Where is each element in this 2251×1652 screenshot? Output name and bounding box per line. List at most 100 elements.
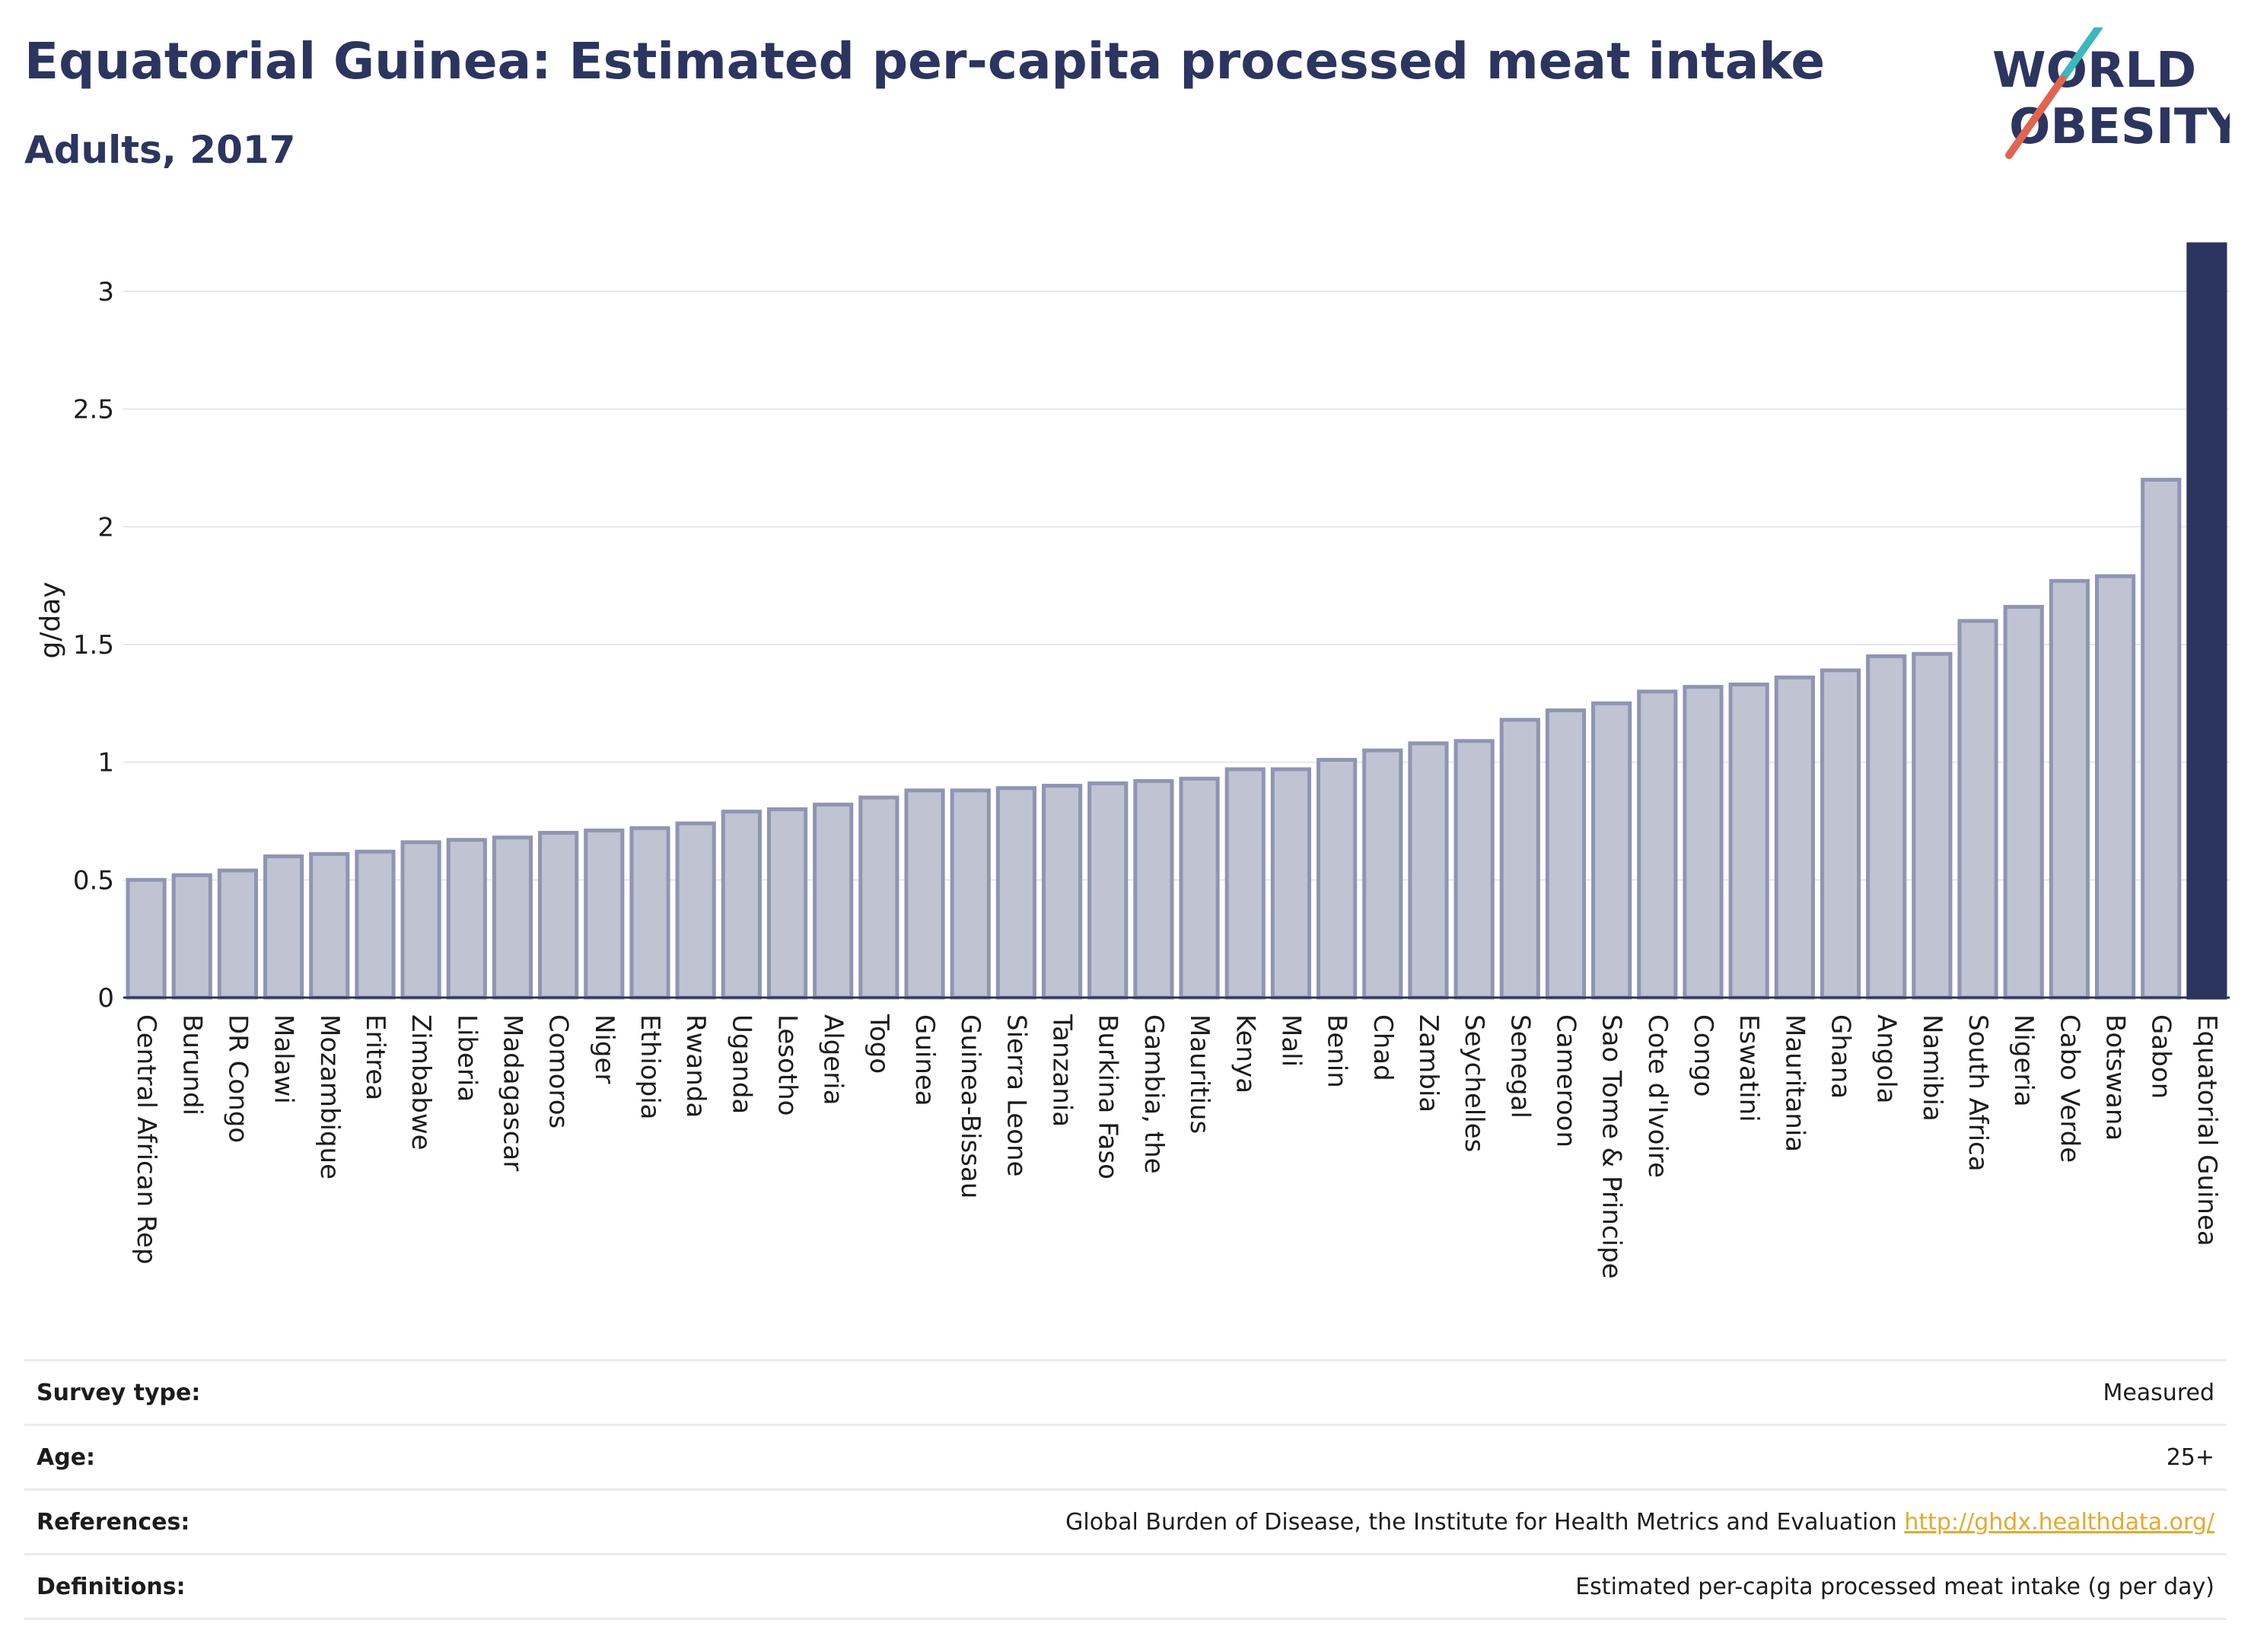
bar <box>1545 708 1587 1000</box>
x-tick-label: Comoros <box>543 1014 574 1128</box>
x-tick-label: Ethiopia <box>635 1014 665 1119</box>
info-label: References: <box>37 1508 190 1536</box>
bar <box>1133 778 1174 1000</box>
x-tick-label: Eswatini <box>1734 1014 1764 1122</box>
bar <box>538 830 579 1000</box>
bar <box>1453 739 1495 1000</box>
bar <box>126 877 167 1000</box>
x-tick-label: Sao Tome & Principe <box>1597 1014 1627 1279</box>
x-tick-label: Ghana <box>1826 1014 1856 1099</box>
y-tick-label: 1.5 <box>73 630 114 660</box>
y-axis-title: g/day <box>35 581 66 658</box>
info-row: Age: 25+ <box>24 1424 2227 1488</box>
bar <box>492 836 533 1000</box>
info-table: Survey type: Measured Age: 25+ References: Gl… <box>24 1359 2227 1620</box>
x-tick-label: Malawi <box>269 1014 299 1104</box>
x-tick-label: Seychelles <box>1459 1014 1489 1152</box>
y-tick-label: 2 <box>97 512 114 543</box>
x-tick-label: Mauritania <box>1779 1014 1810 1152</box>
x-tick-labels: Central African Rep Burundi DR Congo Malawi… <box>131 1014 2222 1279</box>
bar <box>2141 477 2182 1000</box>
bar <box>1270 767 1312 1000</box>
reference-link[interactable]: http://ghdx.healthdata.org/ <box>1904 1508 2214 1536</box>
bar <box>858 795 899 1000</box>
x-tick-label: Liberia <box>451 1014 482 1102</box>
x-tick-label: Madagascar <box>497 1014 527 1171</box>
bar <box>309 851 350 1000</box>
info-row: Survey type: Measured <box>24 1359 2227 1424</box>
bar <box>1637 689 1678 1000</box>
bar <box>1683 685 1724 1000</box>
bar <box>721 810 762 1000</box>
x-tick-label: Burkina Faso <box>1093 1014 1123 1179</box>
x-tick-label: Equatorial Guinea <box>2192 1014 2222 1246</box>
x-tick-label: Eritrea <box>360 1014 390 1100</box>
info-value-text: 25+ <box>2166 1444 2214 1471</box>
x-tick-label: DR Congo <box>222 1014 253 1143</box>
info-value-text: Measured <box>2103 1379 2214 1406</box>
x-tick-label: Guinea <box>909 1014 940 1106</box>
x-tick-label: Benin <box>1322 1014 1352 1088</box>
info-value: 25+ <box>2167 1444 2227 1471</box>
bar-highlight <box>2186 242 2227 1000</box>
x-tick-label: Cameroon <box>1550 1014 1581 1147</box>
x-tick-label: Namibia <box>1917 1014 1947 1122</box>
bar <box>1179 776 1220 1000</box>
bar <box>400 840 441 1000</box>
chart-subtitle: Adults, 2017 <box>24 128 296 172</box>
bar <box>355 849 396 1000</box>
x-tick-label: Congo <box>1688 1014 1718 1097</box>
x-tick-label: Burundi <box>177 1014 207 1116</box>
x-tick-label: Botswana <box>2100 1014 2131 1141</box>
bar <box>1728 683 1769 1000</box>
x-tick-label: Zimbabwe <box>406 1014 436 1151</box>
bar <box>813 802 854 1000</box>
x-tick-label: Mauritius <box>1184 1014 1215 1134</box>
x-tick-label: Chad <box>1367 1014 1398 1081</box>
bar <box>1774 675 1815 1000</box>
bar <box>217 868 259 1000</box>
x-tick-label: Cote d'Ivoire <box>1642 1014 1673 1178</box>
y-tick-label: 1 <box>97 748 114 778</box>
logo-slash-teal <box>2058 27 2103 83</box>
bar <box>584 828 625 1000</box>
y-tick-label: 3 <box>97 277 114 307</box>
bar-chart: 0 0.5 1 1.5 2 2.5 3 Central African Rep Burundi… <box>35 242 2230 1279</box>
x-tick-label: Central African Rep <box>131 1014 161 1265</box>
info-row: Definitions: Estimated per-capita process… <box>24 1553 2227 1620</box>
x-tick-label: Nigeria <box>2008 1014 2039 1107</box>
x-tick-label: Zambia <box>1413 1014 1444 1112</box>
bar <box>1087 781 1129 1000</box>
x-tick-label: Mali <box>1275 1014 1306 1067</box>
info-label: Age: <box>37 1444 96 1471</box>
info-value-text: Global Burden of Disease, the Institute … <box>1065 1508 1897 1536</box>
bar <box>1957 619 1998 1000</box>
x-tick-label: Cabo Verde <box>2054 1014 2084 1163</box>
bar <box>2003 604 2044 1000</box>
logo-slash-coral <box>2005 75 2066 159</box>
info-value: Global Burden of Disease, the Institute … <box>1065 1509 2227 1536</box>
bar <box>1866 654 1907 1000</box>
info-value: Estimated per-capita processed meat inta… <box>1575 1574 2227 1600</box>
bar <box>446 838 487 1000</box>
x-tick-label: South Africa <box>1963 1014 1993 1172</box>
bar <box>263 854 304 1000</box>
bar <box>1317 758 1358 1000</box>
bar <box>171 873 212 1000</box>
bar <box>904 788 945 1000</box>
bar <box>1591 701 1632 1000</box>
logo-line1: WORLD <box>1992 43 2196 99</box>
x-tick-label: Senegal <box>1504 1014 1535 1119</box>
bar <box>675 821 716 1000</box>
info-value-text: Estimated per-capita processed meat inta… <box>1575 1573 2214 1600</box>
x-tick-label: Lesotho <box>772 1014 803 1116</box>
bar <box>1408 741 1449 1000</box>
x-tick-label: Tanzania <box>1047 1014 1078 1127</box>
x-tick-label: Togo <box>864 1014 894 1074</box>
x-tick-label: Guinea-Bissau <box>955 1014 985 1198</box>
bar <box>766 807 808 1000</box>
bar <box>1362 748 1403 1000</box>
x-tick-label: Gambia, the <box>1138 1014 1169 1174</box>
info-value: Measured <box>2103 1380 2227 1406</box>
bar <box>1224 767 1266 1000</box>
